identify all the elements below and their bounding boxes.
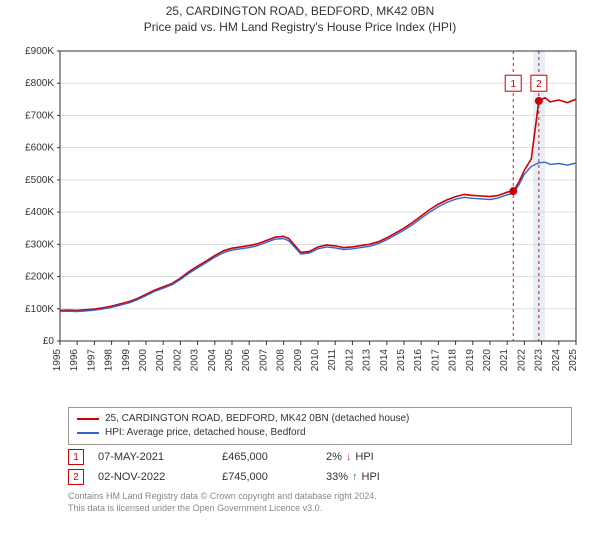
svg-text:1995: 1995 bbox=[52, 349, 63, 372]
sale-marker-badge: 2 bbox=[68, 469, 84, 485]
svg-text:£100K: £100K bbox=[25, 304, 54, 315]
svg-text:£400K: £400K bbox=[25, 207, 54, 218]
svg-text:2020: 2020 bbox=[482, 349, 493, 372]
svg-text:2017: 2017 bbox=[430, 349, 441, 372]
sale-row: 2 02-NOV-2022 £745,000 33% ↑ HPI bbox=[68, 469, 572, 485]
svg-text:2016: 2016 bbox=[413, 349, 424, 372]
footer-line-1: Contains HM Land Registry data © Crown c… bbox=[68, 491, 572, 503]
legend-item: HPI: Average price, detached house, Bedf… bbox=[77, 426, 563, 440]
arrow-down-icon: ↓ bbox=[346, 451, 352, 463]
sale-row: 1 07-MAY-2021 £465,000 2% ↓HPI bbox=[68, 449, 572, 465]
svg-text:2019: 2019 bbox=[465, 349, 476, 372]
svg-text:2007: 2007 bbox=[258, 349, 269, 372]
sale-delta-suffix: HPI bbox=[355, 451, 373, 463]
svg-text:2012: 2012 bbox=[344, 349, 355, 372]
legend-box: 25, CARDINGTON ROAD, BEDFORD, MK42 0BN (… bbox=[68, 407, 572, 445]
sale-marker-badge: 1 bbox=[68, 449, 84, 465]
legend-swatch bbox=[77, 432, 99, 434]
sale-date: 02-NOV-2022 bbox=[98, 471, 208, 483]
sale-delta-pct: 2% bbox=[326, 451, 342, 463]
svg-text:£800K: £800K bbox=[25, 78, 54, 89]
svg-text:2003: 2003 bbox=[190, 349, 201, 372]
svg-text:£500K: £500K bbox=[25, 175, 54, 186]
svg-text:2015: 2015 bbox=[396, 349, 407, 372]
svg-text:2014: 2014 bbox=[379, 349, 390, 372]
svg-text:1999: 1999 bbox=[121, 349, 132, 372]
svg-text:2011: 2011 bbox=[327, 349, 338, 371]
legend-item: 25, CARDINGTON ROAD, BEDFORD, MK42 0BN (… bbox=[77, 412, 563, 426]
svg-text:2024: 2024 bbox=[551, 349, 562, 372]
sale-delta: 2% ↓HPI bbox=[326, 451, 436, 463]
svg-text:£900K: £900K bbox=[25, 46, 54, 57]
sale-delta-pct: 33% bbox=[326, 471, 348, 483]
sale-price: £745,000 bbox=[222, 471, 312, 483]
chart-title: 25, CARDINGTON ROAD, BEDFORD, MK42 0BN bbox=[8, 4, 592, 20]
page-root: 25, CARDINGTON ROAD, BEDFORD, MK42 0BN P… bbox=[0, 0, 600, 515]
sales-table: 107-MAY-2021£465,0002%↓HPI202-NOV-2022£7… bbox=[8, 449, 592, 485]
svg-text:1996: 1996 bbox=[69, 349, 80, 372]
legend-label: 25, CARDINGTON ROAD, BEDFORD, MK42 0BN (… bbox=[105, 412, 409, 426]
svg-text:£200K: £200K bbox=[25, 272, 54, 283]
svg-text:2004: 2004 bbox=[207, 349, 218, 372]
svg-text:2005: 2005 bbox=[224, 349, 235, 372]
svg-text:2013: 2013 bbox=[362, 349, 373, 372]
svg-text:2025: 2025 bbox=[568, 349, 579, 372]
svg-text:2018: 2018 bbox=[448, 349, 459, 372]
svg-text:£600K: £600K bbox=[25, 143, 54, 154]
chart-subtitle: Price paid vs. HM Land Registry's House … bbox=[8, 20, 592, 36]
svg-text:£0: £0 bbox=[43, 336, 55, 347]
line-chart-svg: £0 £100K £200K £300K £400K £500K £600K £700K £80… bbox=[8, 41, 592, 401]
svg-text:1998: 1998 bbox=[104, 349, 115, 372]
arrow-up-icon: ↑ bbox=[352, 471, 358, 483]
svg-text:2: 2 bbox=[536, 79, 542, 90]
sale-date: 07-MAY-2021 bbox=[98, 451, 208, 463]
svg-text:2001: 2001 bbox=[155, 349, 166, 372]
legend-label: HPI: Average price, detached house, Bedf… bbox=[105, 426, 306, 440]
svg-text:2009: 2009 bbox=[293, 349, 304, 372]
svg-text:£700K: £700K bbox=[25, 111, 54, 122]
legend-swatch bbox=[77, 418, 99, 420]
footer-attribution: Contains HM Land Registry data © Crown c… bbox=[68, 491, 572, 514]
svg-text:£300K: £300K bbox=[25, 240, 54, 251]
sale-delta: 33% ↑ HPI bbox=[326, 471, 436, 483]
svg-text:2002: 2002 bbox=[172, 349, 183, 372]
svg-text:2021: 2021 bbox=[499, 349, 510, 372]
svg-text:1997: 1997 bbox=[86, 349, 97, 372]
sale-price: £465,000 bbox=[222, 451, 312, 463]
footer-line-2: This data is licensed under the Open Gov… bbox=[68, 503, 572, 515]
svg-text:2008: 2008 bbox=[276, 349, 287, 372]
sale-delta-suffix: HPI bbox=[362, 471, 380, 483]
svg-text:2023: 2023 bbox=[534, 349, 545, 372]
svg-text:1: 1 bbox=[510, 79, 516, 90]
chart-area: £0 £100K £200K £300K £400K £500K £600K £700K £80… bbox=[8, 41, 592, 401]
svg-text:2006: 2006 bbox=[241, 349, 252, 372]
svg-text:2022: 2022 bbox=[516, 349, 527, 372]
svg-text:2000: 2000 bbox=[138, 349, 149, 372]
svg-text:2010: 2010 bbox=[310, 349, 321, 372]
